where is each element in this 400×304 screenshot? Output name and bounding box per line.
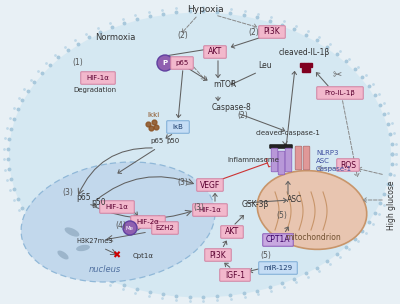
- Text: Cpt1α: Cpt1α: [133, 253, 154, 259]
- Text: (2): (2): [248, 28, 259, 37]
- Text: (3): (3): [177, 178, 188, 187]
- Text: (5): (5): [276, 211, 287, 220]
- Text: mTOR: mTOR: [213, 80, 236, 89]
- Text: Pro-IL-1β: Pro-IL-1β: [325, 90, 355, 96]
- FancyBboxPatch shape: [152, 222, 178, 234]
- FancyBboxPatch shape: [271, 148, 278, 172]
- Text: (1): (1): [72, 58, 83, 67]
- FancyBboxPatch shape: [205, 249, 231, 261]
- Ellipse shape: [9, 12, 391, 298]
- Ellipse shape: [76, 245, 90, 251]
- Text: H3K27me3: H3K27me3: [77, 238, 113, 244]
- FancyBboxPatch shape: [285, 148, 292, 172]
- Text: High glucose: High glucose: [388, 180, 396, 230]
- Text: Ikki: Ikki: [147, 112, 159, 118]
- Text: IGF-1: IGF-1: [225, 271, 245, 279]
- Text: ASC: ASC: [316, 158, 330, 164]
- FancyBboxPatch shape: [193, 204, 227, 216]
- Text: mitochondrion: mitochondrion: [285, 233, 341, 243]
- Text: (2): (2): [177, 31, 188, 40]
- Ellipse shape: [58, 250, 68, 260]
- FancyBboxPatch shape: [263, 234, 293, 246]
- FancyBboxPatch shape: [278, 151, 285, 175]
- FancyBboxPatch shape: [295, 146, 302, 170]
- FancyBboxPatch shape: [197, 179, 223, 191]
- Ellipse shape: [65, 227, 79, 237]
- FancyBboxPatch shape: [81, 72, 115, 84]
- Ellipse shape: [21, 162, 215, 282]
- Text: Me: Me: [126, 226, 134, 230]
- Text: p50: p50: [91, 198, 106, 207]
- Text: (3): (3): [193, 203, 204, 212]
- FancyBboxPatch shape: [303, 146, 310, 170]
- FancyBboxPatch shape: [270, 145, 292, 148]
- FancyBboxPatch shape: [171, 57, 193, 69]
- Text: HIF-1α: HIF-1α: [86, 75, 110, 81]
- Text: PI3K: PI3K: [210, 250, 226, 260]
- Circle shape: [157, 55, 173, 71]
- FancyBboxPatch shape: [221, 226, 243, 238]
- FancyBboxPatch shape: [100, 201, 134, 213]
- Text: HIF-1α: HIF-1α: [198, 207, 222, 213]
- Text: (3): (3): [62, 188, 73, 197]
- Text: Leu: Leu: [258, 61, 272, 70]
- Text: P: P: [162, 60, 168, 66]
- Text: Hypoxia: Hypoxia: [187, 5, 223, 14]
- Text: Caspase-1: Caspase-1: [316, 166, 352, 172]
- FancyBboxPatch shape: [204, 46, 226, 58]
- Text: HIF-1α: HIF-1α: [106, 204, 128, 210]
- Text: cleaved-IL-1β: cleaved-IL-1β: [278, 48, 330, 57]
- Text: Inflammasome: Inflammasome: [227, 157, 279, 163]
- FancyBboxPatch shape: [317, 87, 363, 99]
- FancyBboxPatch shape: [259, 262, 297, 274]
- Text: NLRP3: NLRP3: [316, 150, 338, 156]
- Text: IκB: IκB: [172, 124, 184, 130]
- Text: nucleus: nucleus: [89, 265, 121, 275]
- Text: (5): (5): [260, 251, 271, 260]
- Text: EZH2: EZH2: [156, 225, 174, 231]
- Text: ✖: ✖: [112, 250, 120, 260]
- Text: CPT1A: CPT1A: [266, 236, 290, 244]
- FancyBboxPatch shape: [220, 269, 250, 281]
- Text: cleaved-caspase-1: cleaved-caspase-1: [256, 130, 320, 136]
- Text: p65: p65: [76, 193, 91, 202]
- FancyBboxPatch shape: [167, 121, 189, 133]
- FancyBboxPatch shape: [259, 26, 285, 38]
- Text: (2): (2): [237, 111, 248, 120]
- Text: ASC: ASC: [287, 195, 302, 204]
- Text: AKT: AKT: [208, 47, 222, 57]
- Text: AKT: AKT: [225, 227, 239, 237]
- Text: Caspase-8: Caspase-8: [212, 103, 252, 112]
- Text: GSK-3β: GSK-3β: [242, 200, 269, 209]
- Circle shape: [123, 221, 137, 235]
- Text: p65: p65: [150, 138, 163, 144]
- Text: (4): (4): [115, 221, 126, 230]
- Text: PI3K: PI3K: [264, 27, 280, 36]
- Text: Degradation: Degradation: [74, 87, 116, 93]
- Ellipse shape: [257, 171, 367, 249]
- FancyBboxPatch shape: [337, 159, 359, 171]
- Text: p50: p50: [166, 138, 179, 144]
- Text: Normoxia: Normoxia: [95, 33, 135, 42]
- Text: ✂: ✂: [333, 70, 342, 80]
- FancyBboxPatch shape: [131, 216, 165, 228]
- Text: miR-129: miR-129: [264, 265, 292, 271]
- Text: p65: p65: [175, 60, 189, 66]
- Text: VEGF: VEGF: [200, 181, 220, 189]
- Text: HIF-2α: HIF-2α: [137, 219, 159, 225]
- Text: ROS: ROS: [340, 161, 356, 170]
